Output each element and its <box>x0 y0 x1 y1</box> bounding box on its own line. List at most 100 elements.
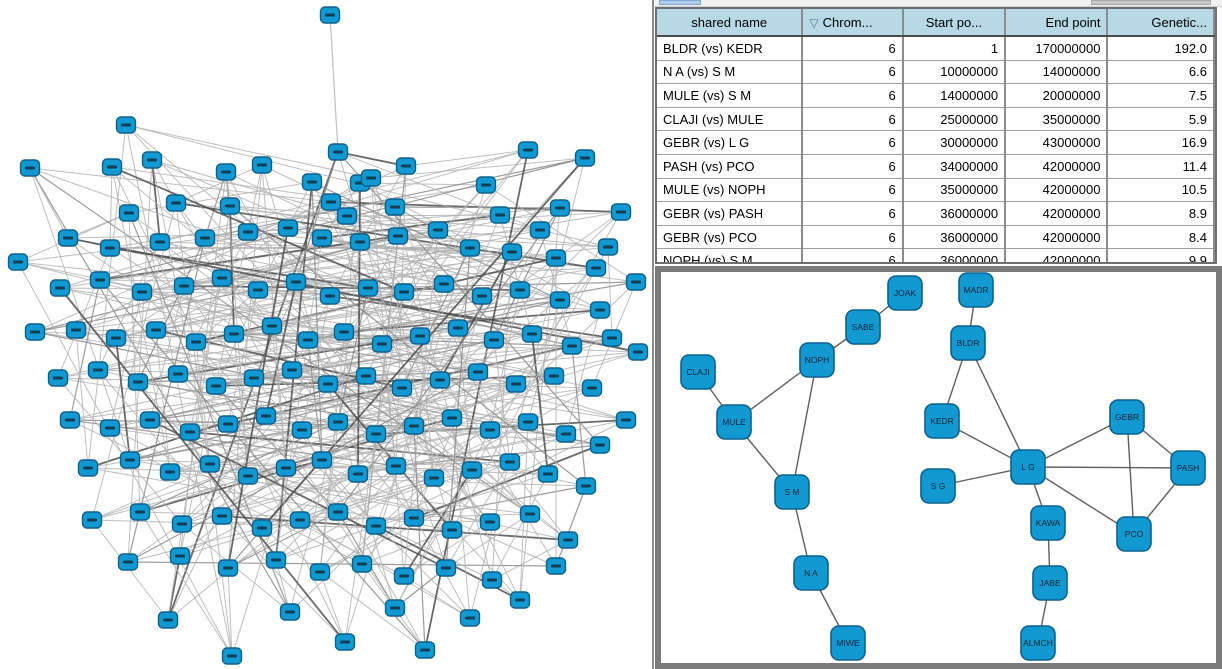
graph-node[interactable] <box>131 283 153 301</box>
graph-edge[interactable] <box>204 171 227 239</box>
graph-node-mule[interactable]: MULE <box>716 404 752 440</box>
graph-edge[interactable] <box>319 241 361 573</box>
table-row[interactable]: PASH (vs) PCO 6 34000000 42000000 11.4 <box>657 154 1215 179</box>
graph-node[interactable] <box>433 275 455 293</box>
graph-edge[interactable] <box>215 227 289 387</box>
graph-edge[interactable] <box>343 309 601 333</box>
graph-edge[interactable] <box>151 159 211 465</box>
graph-edge[interactable] <box>159 241 569 541</box>
graph-edge[interactable] <box>491 539 569 581</box>
graph-node[interactable] <box>545 249 567 267</box>
graph-edge[interactable] <box>227 227 289 569</box>
cell-value[interactable]: 6.6 <box>1107 60 1215 85</box>
graph-node[interactable] <box>336 207 358 225</box>
column-header-start-point[interactable]: Start po... <box>902 9 1007 37</box>
graph-node[interactable] <box>297 331 319 349</box>
graph-edge[interactable] <box>531 333 549 475</box>
graph-edge[interactable] <box>181 513 531 525</box>
graph-node[interactable] <box>509 281 531 299</box>
graph-node[interactable] <box>255 407 277 425</box>
graph-edge[interactable] <box>327 383 453 531</box>
graph-edge[interactable] <box>457 327 473 471</box>
graph-node-bldr[interactable]: BLDR <box>950 325 986 361</box>
table-row[interactable]: MULE (vs) S M 6 14000000 20000000 7.5 <box>657 83 1215 108</box>
graph-node[interactable] <box>517 141 539 159</box>
graph-edge[interactable] <box>319 465 397 573</box>
graph-edge[interactable] <box>195 341 211 465</box>
graph-node[interactable] <box>185 333 207 351</box>
graph-node[interactable] <box>157 611 179 629</box>
cell-value[interactable]: 6 <box>802 83 904 108</box>
graph-node-pash[interactable]: PASH <box>1170 450 1206 486</box>
graph-edge[interactable] <box>295 151 339 283</box>
graph-node[interactable] <box>625 273 647 291</box>
graph-node[interactable] <box>574 149 596 167</box>
graph-edge[interactable] <box>57 247 111 379</box>
graph-node[interactable] <box>215 163 237 181</box>
graph-node[interactable] <box>247 281 269 299</box>
table-row[interactable]: CLAJI (vs) MULE 6 25000000 35000000 5.9 <box>657 107 1215 132</box>
table-row[interactable]: N A (vs) S M 6 10000000 14000000 6.6 <box>657 60 1215 85</box>
cell-shared-name[interactable]: CLAJI (vs) MULE <box>657 107 804 132</box>
graph-edge[interactable] <box>289 281 637 613</box>
graph-edge[interactable] <box>261 164 287 469</box>
graph-node[interactable] <box>211 269 233 287</box>
cell-value[interactable]: 14000000 <box>1005 60 1109 85</box>
graph-node[interactable] <box>537 465 559 483</box>
graph-node[interactable] <box>173 277 195 295</box>
cell-value[interactable]: 43000000 <box>1005 130 1109 155</box>
graph-node[interactable] <box>461 461 483 479</box>
graph-edge[interactable] <box>275 237 323 561</box>
graph-edge[interactable] <box>141 291 483 297</box>
graph-edge[interactable] <box>34 331 601 446</box>
graph-node[interactable] <box>89 271 111 289</box>
graph-edge[interactable] <box>169 471 531 515</box>
graph-node[interactable] <box>387 227 409 245</box>
graph-node[interactable] <box>333 323 355 341</box>
graph-edge[interactable] <box>1126 416 1135 535</box>
table-row[interactable]: NOPH (vs) S M 6 36000000 42000000 9.9 <box>657 248 1215 262</box>
table-row[interactable]: GEBR (vs) PASH 6 36000000 42000000 8.9 <box>657 201 1215 226</box>
graph-edge[interactable] <box>329 295 613 339</box>
cell-value[interactable]: 10.5 <box>1107 178 1215 203</box>
graph-edge[interactable] <box>233 267 597 335</box>
graph-node-almch[interactable]: ALMCH <box>1020 625 1056 661</box>
graph-edge[interactable] <box>159 149 529 243</box>
graph-edge[interactable] <box>319 419 627 573</box>
cell-value[interactable]: 25000000 <box>902 107 1007 132</box>
cell-shared-name[interactable]: GEBR (vs) L G <box>657 130 804 155</box>
graph-edge[interactable] <box>439 251 513 381</box>
graph-node[interactable] <box>557 531 579 549</box>
graph-edge[interactable] <box>337 387 593 423</box>
graph-edge[interactable] <box>204 157 586 239</box>
graph-edge[interactable] <box>149 419 447 569</box>
graph-node[interactable] <box>223 325 245 343</box>
graph-node[interactable] <box>355 367 377 385</box>
graph-node[interactable] <box>549 291 571 309</box>
graph-node[interactable] <box>49 279 71 297</box>
graph-node[interactable] <box>519 505 541 523</box>
graph-edge[interactable] <box>337 151 407 167</box>
graph-node[interactable] <box>291 421 313 439</box>
graph-edge[interactable] <box>175 202 597 269</box>
graph-edge[interactable] <box>109 427 405 577</box>
graph-edge[interactable] <box>361 235 399 565</box>
graph-edge[interactable] <box>181 184 487 525</box>
graph-node[interactable] <box>169 547 191 565</box>
column-header-end-point[interactable]: End point <box>1005 9 1109 37</box>
graph-edge[interactable] <box>343 184 487 333</box>
graph-node[interactable] <box>327 143 349 161</box>
graph-node-noph[interactable]: NOPH <box>799 342 835 378</box>
graph-edge[interactable] <box>227 567 233 657</box>
graph-node[interactable] <box>219 197 241 215</box>
graph-node[interactable] <box>217 415 239 433</box>
graph-edge[interactable] <box>346 215 549 475</box>
graph-edge[interactable] <box>967 342 1029 468</box>
cell-value[interactable]: 6 <box>802 60 904 85</box>
cell-shared-name[interactable]: MULE (vs) NOPH <box>657 178 804 203</box>
graph-edge[interactable] <box>75 329 89 469</box>
graph-edge[interactable] <box>29 167 369 289</box>
graph-node[interactable] <box>334 633 356 651</box>
cell-shared-name[interactable]: N A (vs) S M <box>657 60 804 85</box>
graph-node[interactable] <box>47 369 69 387</box>
